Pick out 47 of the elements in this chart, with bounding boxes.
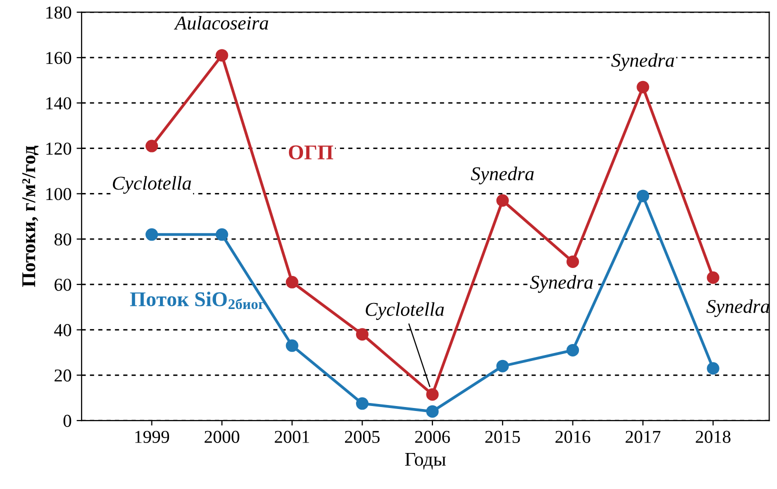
x-tick-label: 1999 bbox=[135, 430, 170, 443]
y-tick-label: 40 bbox=[54, 324, 72, 336]
point bbox=[286, 276, 298, 288]
point bbox=[216, 49, 228, 62]
point bbox=[426, 405, 439, 418]
annotation: Synedra bbox=[611, 53, 674, 71]
point bbox=[496, 194, 509, 207]
annotation: Aulacoseira bbox=[174, 16, 268, 30]
y-tick-label: 160 bbox=[46, 52, 72, 64]
y-tick-label: 0 bbox=[64, 414, 72, 427]
x-tick-label: 2001 bbox=[274, 430, 310, 443]
y-axis-title: Потоки, г/м²/год bbox=[22, 146, 38, 287]
y-tick-label: 80 bbox=[54, 233, 72, 246]
y-tick-label: 180 bbox=[46, 6, 72, 19]
annotation: Synedra bbox=[530, 275, 593, 293]
point bbox=[636, 80, 650, 94]
point bbox=[146, 228, 158, 241]
y-tick-label: 140 bbox=[46, 97, 72, 110]
point bbox=[566, 344, 580, 356]
x-axis-title: Годы bbox=[405, 452, 446, 470]
x-tick-label: 2015 bbox=[485, 430, 520, 443]
series-label: ОГП bbox=[288, 145, 334, 160]
point bbox=[216, 228, 228, 241]
x-tick-label: 2005 bbox=[344, 430, 380, 443]
y-tick-label: 100 bbox=[46, 188, 72, 200]
series-label: Поток SiO$_{2биог}$ bbox=[130, 292, 264, 310]
point bbox=[706, 271, 720, 284]
point bbox=[286, 339, 298, 352]
y-tick-label: 120 bbox=[46, 142, 72, 155]
x-tick-label: 2000 bbox=[204, 430, 240, 443]
point bbox=[636, 190, 650, 202]
y-tick-label: 60 bbox=[54, 278, 72, 291]
x-tick-label: 2017 bbox=[626, 430, 660, 443]
x-tick-label: 2018 bbox=[696, 430, 730, 443]
annotation: Cyclotella bbox=[366, 302, 444, 320]
x-tick-label: 2016 bbox=[555, 430, 590, 443]
annotation: Synedra bbox=[470, 166, 534, 184]
point bbox=[146, 140, 158, 152]
point bbox=[566, 256, 580, 268]
x-tick-label: 2006 bbox=[415, 430, 450, 443]
y-tick-label: 20 bbox=[54, 369, 72, 382]
point bbox=[706, 362, 720, 375]
point bbox=[356, 328, 369, 341]
point bbox=[496, 360, 509, 372]
point bbox=[426, 388, 439, 401]
annotation: Cyclotella bbox=[112, 176, 191, 194]
point bbox=[356, 397, 369, 410]
